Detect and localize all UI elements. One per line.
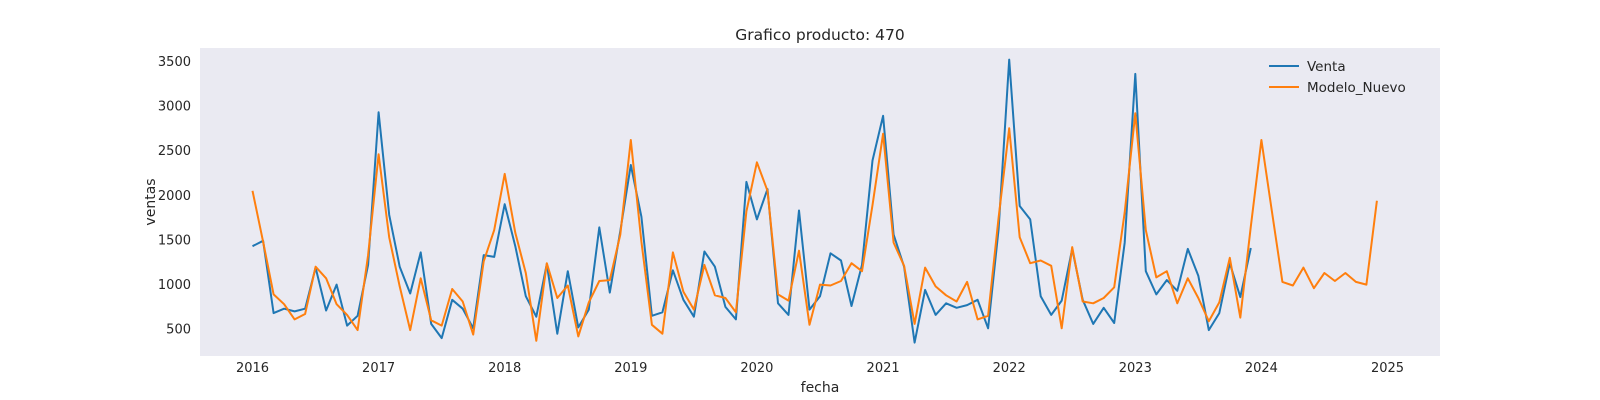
x-tick-label: 2018 — [488, 361, 521, 376]
y-axis-label: ventas — [143, 178, 159, 225]
x-tick-label: 2023 — [1119, 361, 1152, 376]
chart-title: Grafico producto: 470 — [735, 26, 904, 44]
legend-label: Venta — [1307, 59, 1346, 75]
y-axis-ticks: 500 1000 1500 2000 2500 3000 3500 — [158, 55, 191, 338]
legend-label: Modelo_Nuevo — [1307, 80, 1406, 96]
x-tick-label: 2016 — [236, 361, 269, 376]
x-tick-label: 2025 — [1371, 361, 1404, 376]
y-tick-label: 2500 — [158, 144, 191, 159]
y-tick-label: 1000 — [158, 278, 191, 293]
x-axis-ticks: 2016 2017 2018 2019 2020 2021 2022 2023 2024 2025 — [236, 361, 1404, 376]
y-tick-label: 500 — [166, 323, 191, 338]
series-layer — [251, 58, 1378, 344]
x-tick-label: 2021 — [867, 361, 900, 376]
y-tick-label: 3000 — [158, 100, 191, 115]
plot-area — [200, 48, 1440, 356]
y-tick-label: 3500 — [158, 55, 191, 70]
legend: Venta Modelo_Nuevo — [1269, 59, 1406, 96]
series-line-2 — [251, 112, 1378, 342]
series-line-1 — [252, 58, 1252, 344]
x-axis-label: fecha — [801, 380, 840, 396]
x-tick-label: 2020 — [740, 361, 773, 376]
x-tick-label: 2019 — [614, 361, 647, 376]
x-tick-label: 2022 — [993, 361, 1026, 376]
y-tick-label: 2000 — [158, 189, 191, 204]
legend-entry-1: Venta — [1269, 59, 1346, 75]
x-tick-label: 2017 — [362, 361, 395, 376]
y-tick-label: 1500 — [158, 233, 191, 248]
legend-entry-2: Modelo_Nuevo — [1269, 80, 1406, 96]
x-tick-label: 2024 — [1245, 361, 1278, 376]
